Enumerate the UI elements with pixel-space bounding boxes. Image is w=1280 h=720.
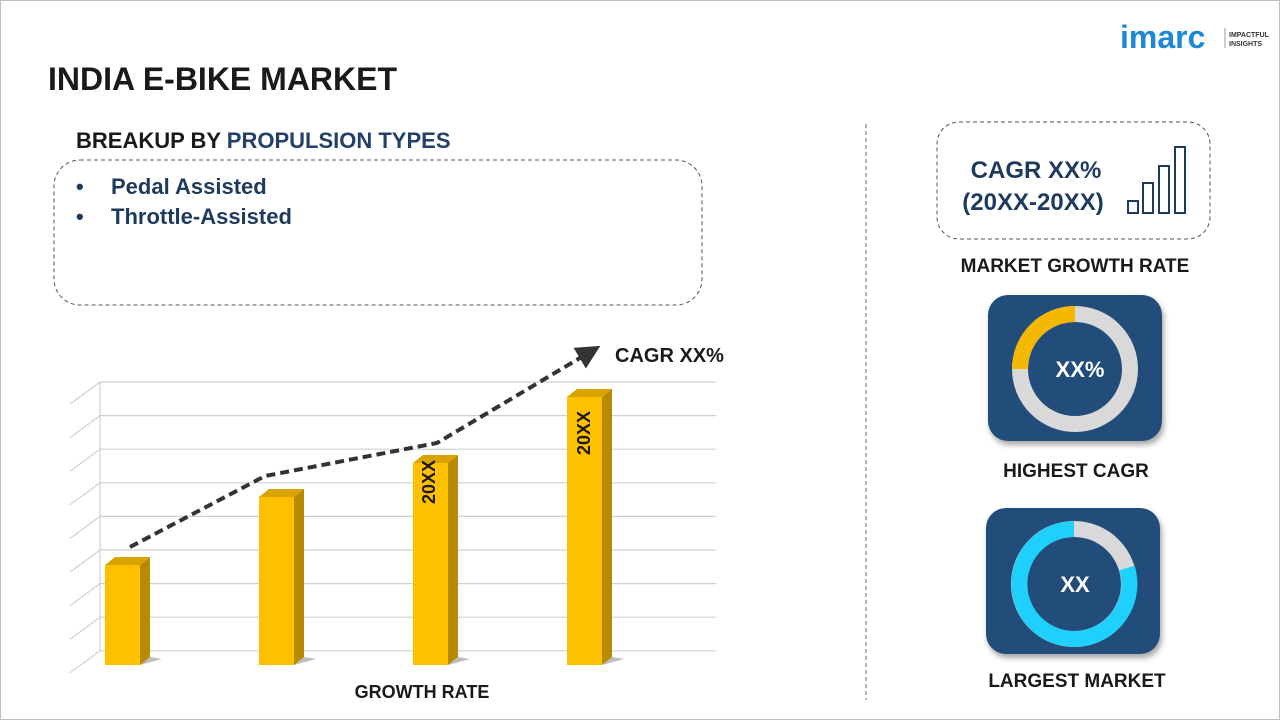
cagr-line: CAGR XX% <box>971 157 1102 184</box>
growth-icon <box>1127 146 1186 214</box>
bar-top <box>259 489 304 497</box>
bar-shadow <box>602 657 624 665</box>
caption: LARGEST MARKET <box>988 671 1166 692</box>
cagr-line: (20XX-20XX) <box>962 189 1103 216</box>
grid-line <box>69 583 101 607</box>
bullet: • <box>76 204 84 229</box>
grid-line <box>69 381 101 405</box>
bar-front <box>259 497 294 665</box>
card-value: XX% <box>1056 357 1105 382</box>
chart-bars <box>105 389 624 665</box>
bar-front <box>105 565 140 665</box>
title: INDIA E-BIKE MARKET <box>48 61 397 97</box>
bar-top <box>105 557 150 565</box>
grid-line <box>69 448 101 472</box>
bar-label: 20XX <box>574 411 594 455</box>
list-item: Pedal Assisted <box>111 174 267 199</box>
bar-shadow <box>448 657 470 665</box>
bar-top <box>567 389 612 397</box>
grid-line <box>69 549 101 573</box>
bar-front <box>567 397 602 665</box>
grid-line <box>69 616 101 640</box>
card-value: XX <box>1060 572 1090 597</box>
list-item: Throttle-Assisted <box>111 204 292 229</box>
trend-arrow <box>129 345 601 549</box>
list-box <box>53 159 703 306</box>
bar-shadow <box>140 657 162 665</box>
bar-shadow <box>294 657 316 665</box>
heading-text: BREAKUP BY <box>76 128 221 153</box>
axis-label: GROWTH RATE <box>355 682 490 702</box>
logo-tagline: IMPACTFUL <box>1229 32 1270 39</box>
grid-line <box>69 482 101 506</box>
bar-side <box>448 455 458 665</box>
cagr-box <box>936 121 1211 240</box>
bullet: • <box>76 174 84 199</box>
heading-highlight: PROPULSION TYPES <box>227 128 451 153</box>
arrow-label: CAGR XX% <box>615 345 724 367</box>
grid-line <box>69 650 101 674</box>
bar-side <box>602 389 612 665</box>
donut-arc <box>1012 306 1076 370</box>
logo-brand: imarc <box>1120 19 1205 55</box>
logo: imarc IMPACTFUL INSIGHTS <box>1120 19 1270 55</box>
bar-label: 20XX <box>419 460 439 504</box>
bar-side <box>294 489 304 665</box>
logo-tagline: INSIGHTS <box>1229 41 1262 48</box>
bar-side <box>140 557 150 665</box>
bar-front <box>413 463 448 665</box>
grid-line <box>69 415 101 439</box>
bar-top <box>413 455 458 463</box>
grid-line <box>69 515 101 539</box>
donut-arc <box>1011 521 1138 647</box>
caption: MARKET GROWTH RATE <box>961 256 1190 277</box>
caption: HIGHEST CAGR <box>1003 461 1149 482</box>
breakup-heading: BREAKUP BY PROPULSION TYPES <box>76 128 451 153</box>
